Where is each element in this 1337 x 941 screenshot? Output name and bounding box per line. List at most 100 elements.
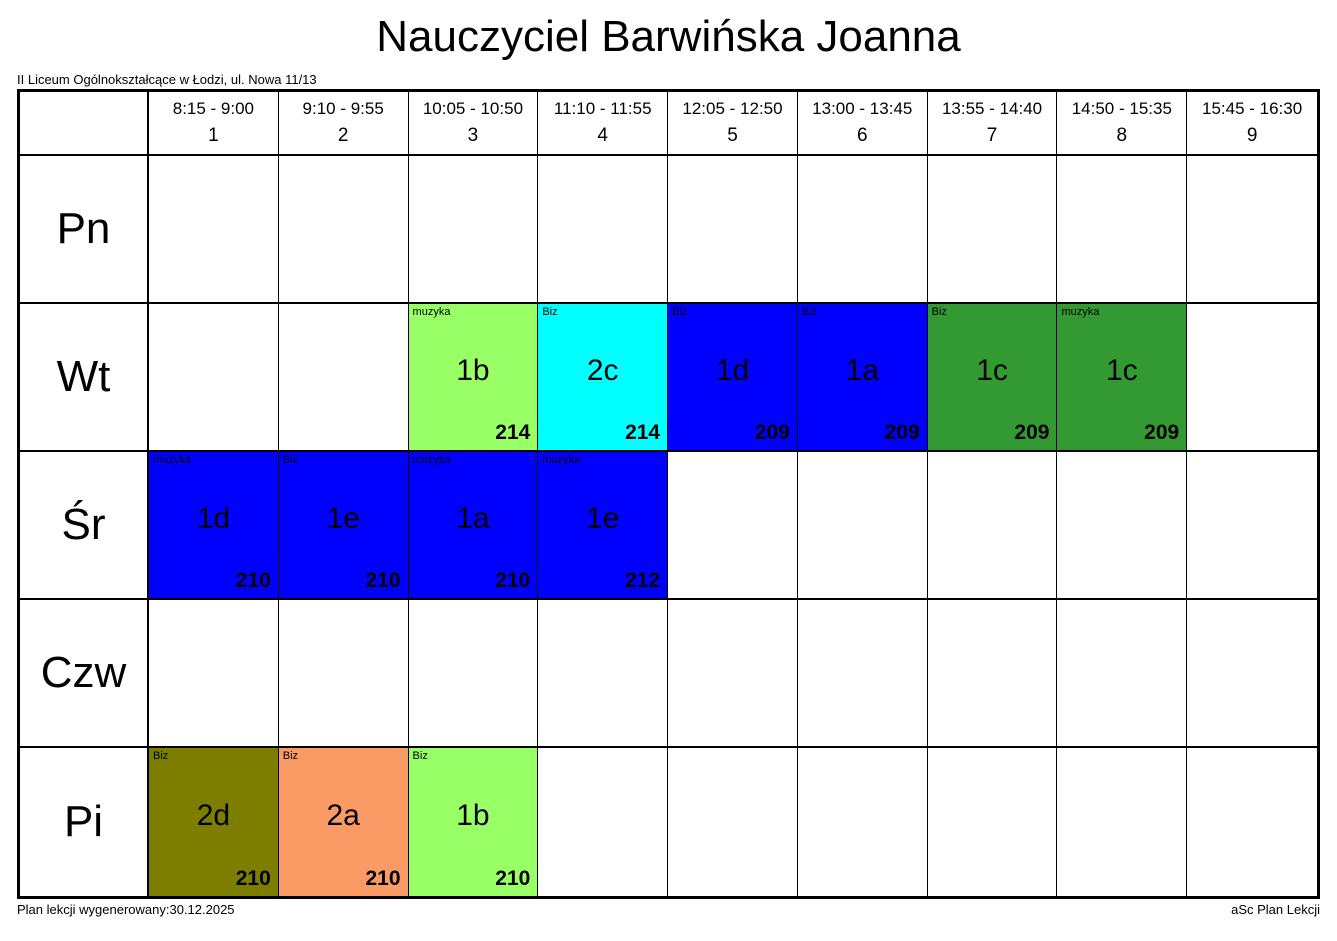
- lesson-subject: Biz: [801, 306, 818, 318]
- period-number: 8: [1116, 124, 1128, 146]
- footer-app-name: aSc Plan Lekcji: [1231, 902, 1320, 917]
- lesson-subject: muzyka: [542, 454, 581, 466]
- lesson-cell: [538, 156, 669, 304]
- lesson-cell: Biz 2c 214: [538, 304, 669, 452]
- period-time: 13:55 - 14:40: [941, 99, 1043, 119]
- period-time: 9:10 - 9:55: [302, 99, 384, 119]
- period-number: 4: [597, 124, 608, 146]
- lesson-room: 214: [495, 421, 531, 444]
- lesson-cell: [927, 600, 1058, 748]
- lesson-cell: [797, 600, 928, 748]
- lesson-cell: [1057, 452, 1188, 600]
- lesson-cell: [1057, 600, 1188, 748]
- lesson-cell: [1187, 600, 1317, 748]
- timetable-grid: 8:15 - 9:00 1 9:10 - 9:55 2 10:05 - 10:50 3 11…: [17, 89, 1320, 899]
- period-number: 7: [986, 124, 998, 146]
- period-time: 10:05 - 10:50: [422, 99, 524, 119]
- lesson-cell: [797, 452, 928, 600]
- lesson-room: 210: [365, 569, 401, 592]
- lesson-class: 2a: [326, 799, 360, 832]
- lesson-room: 210: [235, 867, 271, 890]
- day-label-Pi: Pi: [20, 748, 149, 896]
- lesson-class: 1e: [586, 502, 620, 535]
- lesson-room: 209: [1144, 421, 1180, 444]
- lesson-class: 1d: [196, 502, 231, 535]
- period-number: 5: [727, 124, 738, 146]
- lesson-cell: muzyka 1b 214: [408, 304, 539, 452]
- day-label-Wt: Wt: [20, 304, 149, 452]
- lesson-class: 1b: [456, 354, 490, 387]
- lesson-cell: Biz 2a 210: [278, 748, 409, 896]
- school-subtitle: II Liceum Ogólnokształcące w Łodzi, ul. …: [17, 72, 317, 87]
- period-time: 11:10 - 11:55: [553, 99, 652, 119]
- lesson-cell: [1187, 156, 1317, 304]
- lesson-subject: Biz: [542, 306, 558, 318]
- period-time: 12:05 - 12:50: [682, 99, 783, 119]
- lesson-class: 1c: [976, 354, 1008, 387]
- lesson-room: 210: [235, 569, 271, 592]
- lesson-cell: [538, 748, 669, 896]
- lesson-class: 1a: [845, 354, 879, 387]
- lesson-subject: muzyka: [412, 306, 451, 318]
- lesson-cell: muzyka 1c 209: [1057, 304, 1188, 452]
- period-header-7: 13:55 - 14:40 7: [927, 92, 1058, 156]
- lesson-cell: [1187, 748, 1317, 896]
- period-header-9: 15:45 - 16:30 9: [1187, 92, 1317, 156]
- lesson-class: 1e: [326, 502, 360, 535]
- lesson-cell: [278, 304, 409, 452]
- lesson-subject: muzyka: [153, 454, 191, 466]
- corner-cell: [20, 92, 149, 156]
- lesson-cell: [278, 600, 409, 748]
- lesson-cell: [927, 452, 1058, 600]
- day-label-Śr: Śr: [20, 452, 149, 600]
- lesson-cell: [927, 156, 1058, 304]
- lesson-cell: [798, 748, 928, 896]
- lesson-cell: [668, 156, 798, 304]
- period-time: 15:45 - 16:30: [1202, 99, 1303, 119]
- lesson-cell: [149, 600, 279, 748]
- period-number: 9: [1246, 124, 1258, 146]
- lesson-room: 209: [1014, 421, 1050, 444]
- period-header-4: 11:10 - 11:55 4: [538, 92, 669, 156]
- lesson-subject: Biz: [931, 306, 947, 318]
- period-time: 8:15 - 9:00: [172, 99, 255, 119]
- lesson-cell: Biz 1a 209: [797, 304, 928, 452]
- lesson-class: 1b: [456, 799, 490, 832]
- period-header-8: 14:50 - 15:35 8: [1057, 92, 1188, 156]
- lesson-room: 212: [625, 569, 661, 592]
- lesson-room: 214: [625, 421, 661, 444]
- lesson-cell: Biz 1e 210: [278, 452, 409, 600]
- lesson-class: 1c: [1105, 354, 1138, 387]
- period-header-5: 12:05 - 12:50 5: [668, 92, 798, 156]
- lesson-cell: muzyka 1e 212: [538, 452, 669, 600]
- lesson-cell: [797, 156, 928, 304]
- lesson-cell: [278, 156, 409, 304]
- footer-generated-date: Plan lekcji wygenerowany:30.12.2025: [17, 902, 235, 917]
- lesson-cell: [928, 748, 1058, 896]
- lesson-cell: [408, 156, 539, 304]
- period-number: 3: [467, 124, 479, 146]
- lesson-class: 1a: [456, 502, 490, 535]
- lesson-cell: [1057, 748, 1188, 896]
- lesson-cell: [1187, 452, 1317, 600]
- lesson-cell: [668, 452, 798, 600]
- lesson-room: 209: [884, 421, 920, 444]
- lesson-subject: Biz: [672, 306, 688, 318]
- lesson-room: 210: [365, 867, 401, 890]
- period-number: 6: [856, 124, 868, 146]
- lesson-cell: Biz 1c 209: [927, 304, 1058, 452]
- lesson-subject: Biz: [282, 750, 299, 762]
- footer: Plan lekcji wygenerowany:30.12.2025 aSc …: [17, 902, 1320, 917]
- lesson-cell: [538, 600, 669, 748]
- period-header-1: 8:15 - 9:00 1: [149, 92, 279, 156]
- lesson-subject: muzyka: [412, 454, 451, 466]
- period-number: 2: [337, 124, 349, 146]
- lesson-subject: muzyka: [1061, 306, 1100, 318]
- period-time: 13:00 - 13:45: [812, 99, 913, 119]
- lesson-room: 210: [495, 569, 531, 592]
- lesson-cell: [149, 156, 279, 304]
- lesson-cell: muzyka 1d 210: [149, 452, 279, 600]
- lesson-cell: [149, 304, 279, 452]
- period-header-2: 9:10 - 9:55 2: [278, 92, 409, 156]
- lesson-subject: Biz: [153, 750, 169, 762]
